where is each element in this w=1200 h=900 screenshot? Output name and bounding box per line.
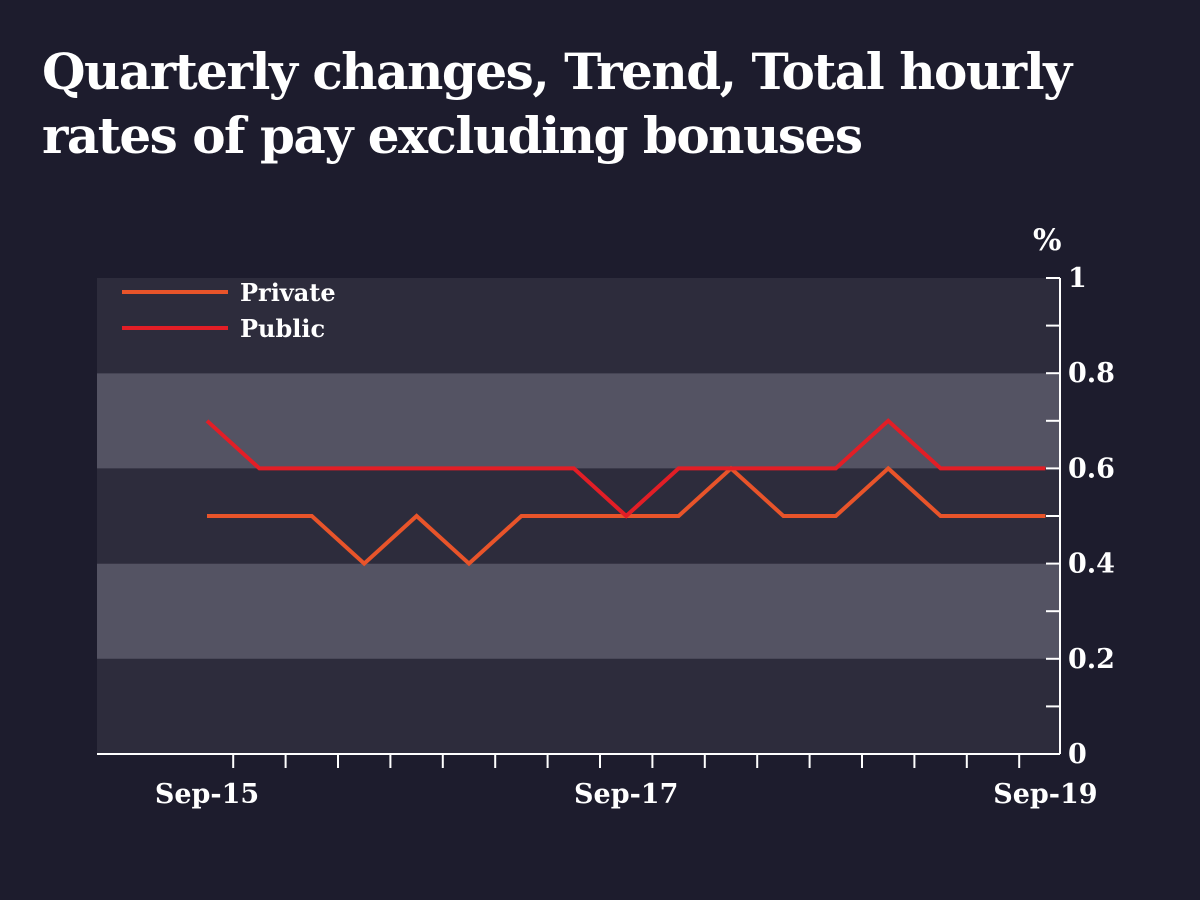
- band-0: [97, 658, 1060, 754]
- x-tick-label: Sep-19: [993, 779, 1097, 810]
- legend-label-private: Private: [240, 278, 336, 307]
- band-1: [97, 563, 1060, 659]
- legend: Private Public: [122, 278, 336, 343]
- y-tick-label: 0: [1068, 739, 1087, 770]
- band-3: [97, 373, 1060, 469]
- y-tick-label: 0.2: [1068, 644, 1115, 675]
- x-tick-label: Sep-17: [574, 779, 678, 810]
- y-tick-label: 0.4: [1068, 549, 1115, 580]
- y-tick-label: 1: [1068, 263, 1087, 294]
- axis-labels: 0 0.2 0.4 0.6 0.8 1% Sep-15 Sep-17 Sep-19: [155, 223, 1115, 810]
- y-tick-label: 0.8: [1068, 358, 1115, 389]
- y-unit-label: %: [1033, 223, 1062, 258]
- x-tick-label: Sep-15: [155, 779, 259, 810]
- data-series: [205, 418, 1046, 567]
- legend-label-public: Public: [240, 314, 325, 343]
- y-tick-label: 0.6: [1068, 453, 1115, 484]
- axes: [97, 277, 1061, 768]
- chart-title: Quarterly changes, Trend, Total hourly r…: [42, 42, 1072, 165]
- band-4: [97, 278, 1060, 374]
